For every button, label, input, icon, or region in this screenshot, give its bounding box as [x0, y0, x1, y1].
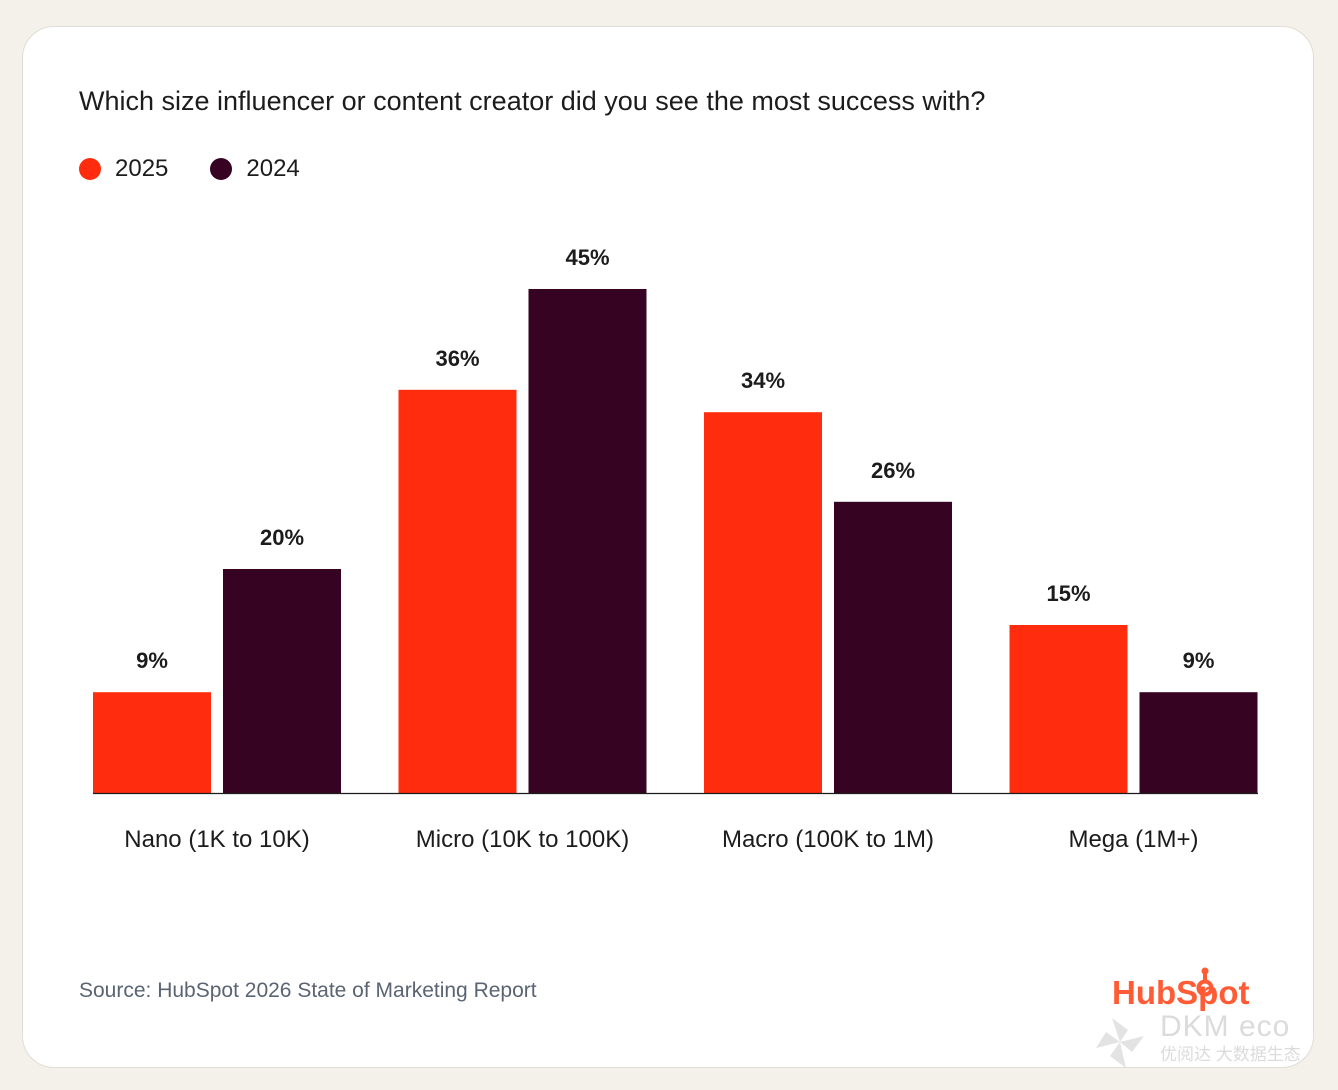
hubspot-logo-mark: HubSpot	[1112, 967, 1249, 1011]
legend-label-2024: 2024	[246, 155, 300, 182]
legend-swatch-2024	[210, 158, 233, 180]
data-label-2024-4: 9%	[1183, 648, 1215, 673]
legend: 2025 2024	[79, 155, 300, 183]
source-note: Source: HubSpot 2026 State of Marketing …	[79, 979, 537, 1002]
bar-2025-2	[398, 389, 517, 793]
data-label-2024-1: 20%	[260, 525, 304, 550]
bar-2024-1	[223, 569, 341, 793]
chart-title: Which size influencer or content creator…	[79, 86, 986, 116]
category-label-3: Macro (100K to 1M)	[722, 826, 934, 853]
data-label-2025-3: 34%	[741, 368, 785, 393]
data-label-2025-4: 15%	[1046, 581, 1090, 606]
category-label-4: Mega (1M+)	[1068, 826, 1198, 853]
legend-label-2025: 2025	[115, 155, 169, 182]
data-label-2024-3: 26%	[871, 458, 915, 483]
bar-2025-3	[704, 412, 822, 793]
bar-2025-4	[1009, 625, 1128, 793]
watermark-subtext: 优阅达 大数据生态	[1160, 1045, 1301, 1064]
hubspot-logo: HubSpot	[1112, 966, 1262, 1019]
bar-2025-1	[93, 692, 211, 793]
watermark-text: DKM eco	[1160, 1010, 1291, 1043]
legend-item-2024: 2024	[210, 155, 300, 183]
watermark: DKM eco 优阅达 大数据生态	[1090, 1012, 1301, 1074]
legend-item-2025: 2025	[79, 155, 168, 183]
pinwheel-icon	[1096, 1018, 1144, 1068]
category-label-1: Nano (1K to 10K)	[124, 826, 309, 853]
bar-2024-4	[1139, 692, 1258, 793]
data-label-2025-1: 9%	[136, 648, 168, 673]
legend-swatch-2025	[79, 158, 101, 180]
bar-2024-2	[528, 289, 647, 793]
bar-2024-3	[834, 501, 952, 793]
category-label-2: Micro (10K to 100K)	[416, 826, 629, 853]
data-label-2024-2: 45%	[565, 245, 609, 270]
chart-card	[22, 26, 1314, 1068]
hubspot-logo-text: HubSpot	[1112, 974, 1249, 1011]
data-label-2025-2: 36%	[435, 346, 479, 371]
